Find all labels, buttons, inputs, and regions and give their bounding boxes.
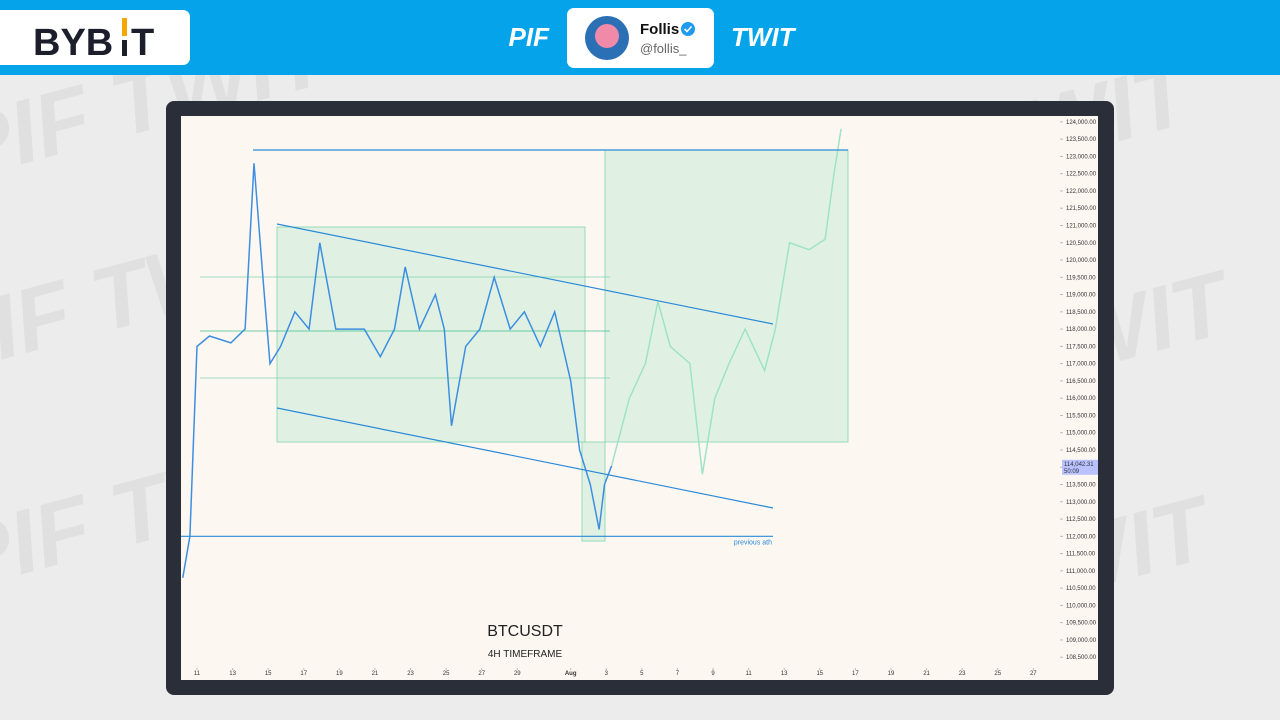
- y-tick-label: 121,500.00: [1066, 206, 1097, 212]
- x-tick-label: 15: [816, 671, 823, 677]
- chart-subtitle: 4H TIMEFRAME: [488, 649, 563, 660]
- x-tick-label: 13: [229, 671, 236, 677]
- profile-handle: @follis_: [640, 41, 687, 56]
- brand-i: [122, 40, 127, 56]
- price-line: [182, 163, 613, 578]
- trendlines: [253, 149, 848, 509]
- x-tick-label: 19: [888, 671, 895, 677]
- y-tick-label: 113,500.00: [1066, 483, 1096, 489]
- brand-box: [0, 10, 190, 65]
- channel-bottom: [276, 407, 774, 509]
- channel-top: [276, 223, 774, 325]
- y-tick-label: 122,500.00: [1066, 172, 1097, 178]
- y-tick-label: 116,500.00: [1066, 379, 1096, 385]
- x-tick-label: 11: [745, 671, 752, 677]
- verified-check: [683, 25, 693, 33]
- y-tick-label: 110,000.00: [1066, 603, 1096, 609]
- x-tick-label: 17: [300, 671, 307, 677]
- x-tick-label: 11: [194, 671, 201, 677]
- x-tick-label: 19: [336, 671, 343, 677]
- y-tick-label: 111,000.00: [1066, 569, 1096, 575]
- x-tick-label: 23: [959, 671, 966, 677]
- y-tick-label: 122,000.00: [1066, 189, 1097, 195]
- avatar-face: [595, 24, 619, 48]
- x-tick-label: 25: [443, 671, 450, 677]
- right-tag: TWIT: [731, 22, 797, 52]
- brand-end: T: [131, 22, 154, 64]
- demand-box: [581, 441, 606, 542]
- y-tick-label: 115,000.00: [1066, 431, 1096, 437]
- y-tick-label: 119,000.00: [1066, 293, 1096, 299]
- y-tick-label: 112,500.00: [1066, 517, 1096, 523]
- y-tick-label: 109,500.00: [1066, 621, 1097, 627]
- y-tick-label: 117,000.00: [1066, 362, 1096, 368]
- countdown: 50:09: [1064, 469, 1080, 475]
- y-tick-label: 120,000.00: [1066, 258, 1097, 264]
- profile-name: Follis: [640, 21, 679, 38]
- x-tick-label: 7: [676, 671, 680, 677]
- y-tick-label: 118,500.00: [1066, 310, 1096, 316]
- y-tick-label: 123,000.00: [1066, 154, 1097, 160]
- brand-accent: [122, 18, 127, 36]
- y-tick-label: 121,000.00: [1066, 223, 1097, 229]
- x-tick-label: 15: [265, 671, 272, 677]
- left-tag: PIF: [509, 22, 551, 52]
- x-tick-label: 5: [640, 671, 644, 677]
- target-box: [604, 149, 849, 443]
- y-tick-label: 112,000.00: [1066, 534, 1096, 540]
- price-line: [610, 128, 842, 475]
- x-tick-label: 23: [407, 671, 414, 677]
- last-price-label: 114,042.31: [1064, 462, 1094, 468]
- range-box: [276, 226, 586, 443]
- y-tick-label: 119,500.00: [1066, 275, 1096, 281]
- chart-title: BTCUSDT: [487, 623, 563, 640]
- x-tick-label: 27: [1030, 671, 1037, 677]
- brand: BYB: [33, 22, 113, 64]
- y-tick-label: 115,500.00: [1066, 413, 1096, 419]
- x-tick-label: 21: [923, 671, 930, 677]
- y-tick-label: 110,500.00: [1066, 586, 1096, 592]
- annotation-label: previous ath: [734, 539, 772, 546]
- x-tick-label: 21: [372, 671, 379, 677]
- x-tick-label: 27: [478, 671, 485, 677]
- drawings: [200, 149, 849, 542]
- y-tick-label: 113,000.00: [1066, 500, 1096, 506]
- x-tick-label: 3: [605, 671, 609, 677]
- x-tick-label: 9: [711, 671, 715, 677]
- y-tick-label: 117,500.00: [1066, 344, 1096, 350]
- y-tick-label: 108,500.00: [1066, 655, 1097, 661]
- y-tick-label: 114,500.00: [1066, 448, 1096, 454]
- x-tick-label: 17: [852, 671, 859, 677]
- y-tick-label: 120,500.00: [1066, 241, 1097, 247]
- x-tick-label: 13: [781, 671, 788, 677]
- x-tick-label: 25: [994, 671, 1001, 677]
- y-tick-label: 111,500.00: [1066, 552, 1096, 558]
- x-tick-label: Aug: [565, 671, 577, 677]
- x-tick-label: 29: [514, 671, 521, 677]
- y-tick-label: 109,000.00: [1066, 638, 1097, 644]
- last-price-tag: [1062, 459, 1098, 475]
- y-tick-label: 118,000.00: [1066, 327, 1096, 333]
- y-tick-label: 123,500.00: [1066, 137, 1097, 143]
- y-tick-label: 116,000.00: [1066, 396, 1096, 402]
- plot: [182, 128, 842, 578]
- verified-badge: [681, 22, 695, 36]
- y-tick-label: 124,000.00: [1066, 120, 1097, 126]
